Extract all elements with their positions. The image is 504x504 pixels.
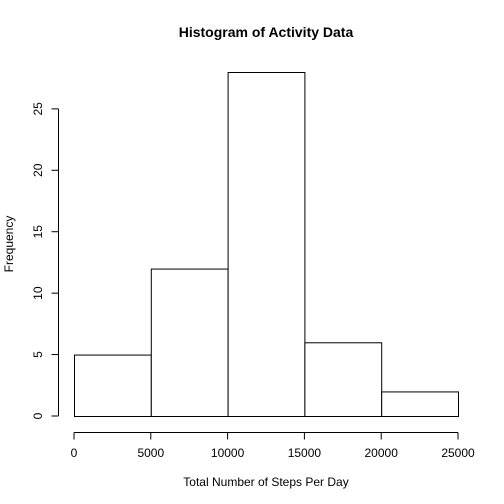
y-tick-label: 15 (31, 225, 45, 239)
y-axis-label: Frequency (2, 216, 16, 273)
x-tick-label: 25000 (441, 446, 475, 460)
x-axis: 0 5000 10000 15000 20000 25000 (71, 432, 475, 460)
y-axis: 0 5 10 15 20 25 (31, 102, 59, 419)
x-tick-label: 10000 (211, 446, 245, 460)
histogram-bar (304, 342, 383, 417)
y-tick-label: 5 (31, 351, 45, 358)
y-tick-label: 25 (31, 102, 45, 116)
histogram-bar (150, 268, 229, 418)
y-tick-label: 10 (31, 286, 45, 300)
x-tick-label: 5000 (137, 446, 164, 460)
x-tick-label: 15000 (288, 446, 322, 460)
x-axis-label: Total Number of Steps Per Day (183, 475, 348, 489)
x-tick-label: 20000 (365, 446, 399, 460)
y-tick-label: 0 (31, 412, 45, 419)
chart-title: Histogram of Activity Data (179, 24, 354, 40)
x-tick-label: 0 (71, 446, 78, 460)
histogram-bar (381, 391, 460, 417)
histogram-bar (74, 354, 152, 418)
y-tick-label: 20 (31, 163, 45, 177)
histogram-bar (227, 72, 306, 417)
bars-group (74, 72, 460, 418)
